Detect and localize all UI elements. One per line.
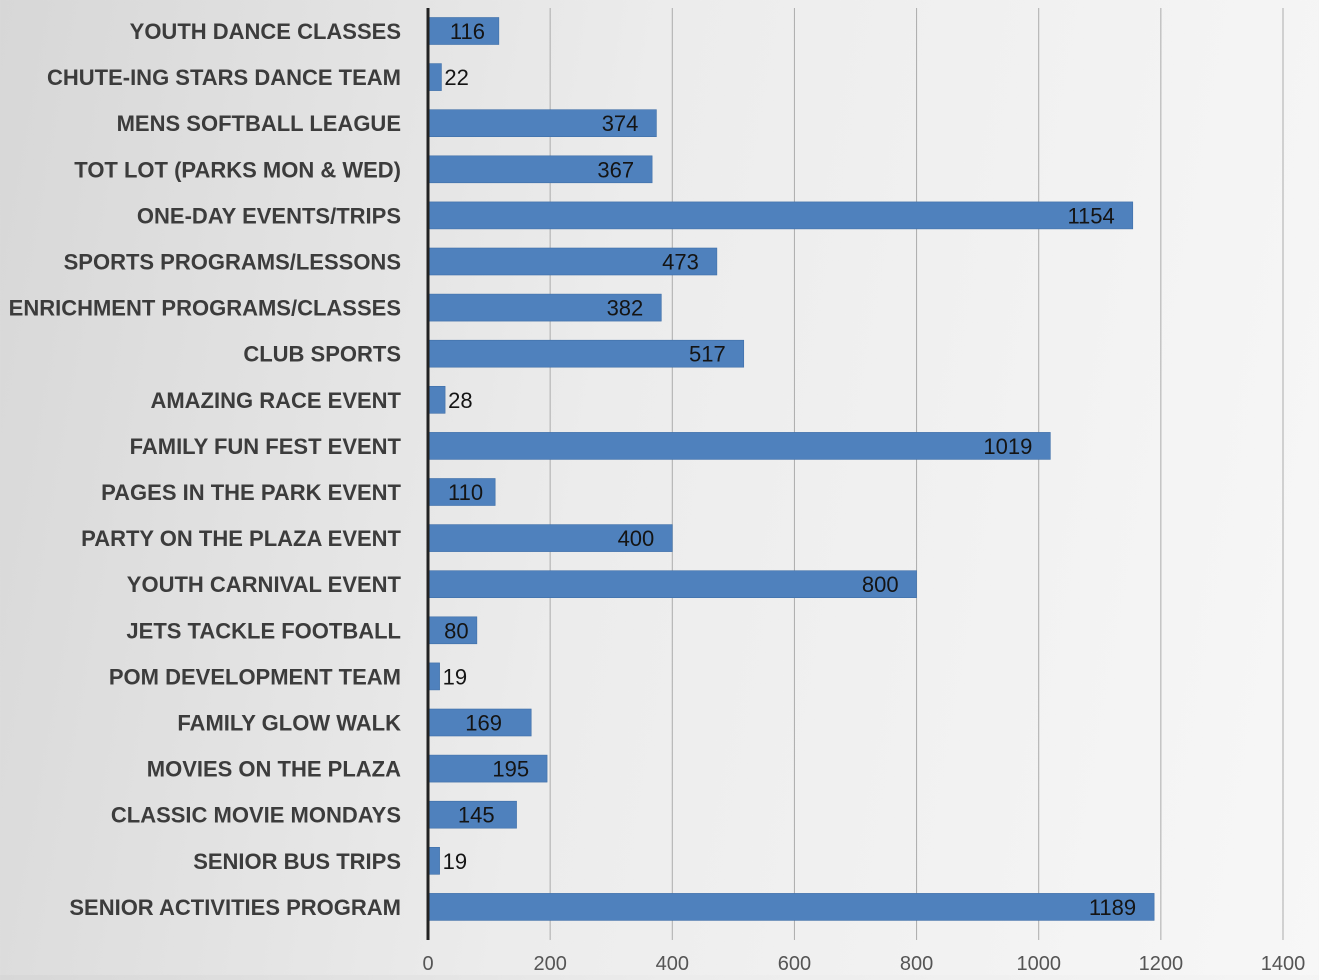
category-label: MOVIES ON THE PLAZA bbox=[147, 757, 401, 782]
category-label: POM DEVELOPMENT TEAM bbox=[109, 664, 401, 689]
x-axis-ticks: 0 200 400 600 800 1000 1200 1400 bbox=[422, 953, 1305, 975]
x-tick-label: 1200 bbox=[1139, 953, 1184, 975]
data-label: 400 bbox=[618, 526, 655, 551]
bar bbox=[427, 708, 532, 737]
bar bbox=[427, 662, 440, 691]
category-label: CLASSIC MOVIE MONDAYS bbox=[111, 803, 401, 828]
bar bbox=[427, 478, 496, 506]
bar bbox=[427, 201, 1134, 230]
data-label: 110 bbox=[448, 480, 483, 505]
category-label: AMAZING RACE EVENT bbox=[150, 388, 401, 413]
bar bbox=[427, 754, 548, 783]
data-label: 517 bbox=[689, 342, 726, 367]
data-label: 22 bbox=[444, 65, 468, 90]
category-label: ONE-DAY EVENTS/TRIPS bbox=[137, 203, 401, 228]
bar bbox=[427, 63, 442, 91]
data-label: 80 bbox=[444, 618, 468, 643]
category-label: MENS SOFTBALL LEAGUE bbox=[117, 111, 401, 136]
x-tick-label: 1000 bbox=[1016, 953, 1061, 975]
bar bbox=[427, 155, 653, 184]
x-tick-label: 1400 bbox=[1261, 953, 1306, 975]
data-label: 382 bbox=[607, 296, 644, 321]
category-label: FAMILY GLOW WALK bbox=[177, 711, 401, 736]
data-label: 367 bbox=[597, 157, 634, 182]
category-label: TOT LOT (PARKS MON & WED) bbox=[74, 157, 401, 182]
bar bbox=[427, 800, 517, 829]
gridlines bbox=[549, 8, 1284, 940]
data-label: 473 bbox=[662, 250, 699, 275]
data-label: 19 bbox=[443, 664, 467, 689]
category-label: PARTY ON THE PLAZA EVENT bbox=[81, 526, 401, 551]
data-label: 1019 bbox=[983, 434, 1032, 459]
x-tick-label: 800 bbox=[900, 953, 933, 975]
bar bbox=[427, 846, 440, 875]
bars bbox=[427, 17, 1155, 921]
bar bbox=[427, 385, 446, 414]
bar bbox=[427, 109, 657, 137]
category-label: JETS TACKLE FOOTBALL bbox=[126, 618, 401, 643]
category-label: CLUB SPORTS bbox=[243, 342, 401, 367]
data-label: 800 bbox=[862, 572, 899, 597]
bar bbox=[427, 524, 673, 552]
bar bbox=[427, 570, 917, 599]
data-label: 1154 bbox=[1067, 203, 1114, 228]
category-label: FAMILY FUN FEST EVENT bbox=[130, 434, 402, 459]
category-label: SPORTS PROGRAMS/LESSONS bbox=[64, 250, 401, 275]
category-label: YOUTH DANCE CLASSES bbox=[130, 19, 401, 44]
data-label: 169 bbox=[465, 711, 502, 736]
bar bbox=[427, 293, 662, 322]
data-label: 28 bbox=[448, 388, 472, 413]
category-label: YOUTH CARNIVAL EVENT bbox=[127, 572, 402, 597]
category-labels: YOUTH DANCE CLASSES CHUTE-ING STARS DANCE… bbox=[9, 19, 402, 920]
data-label: 195 bbox=[492, 757, 529, 782]
data-label: 374 bbox=[602, 111, 639, 136]
x-tick-label: 200 bbox=[533, 953, 566, 975]
data-label: 116 bbox=[450, 19, 485, 44]
x-tick-label: 600 bbox=[778, 953, 811, 975]
data-labels: 116 22 374 367 1154 473 382 517 28 1019 110 400 800 8… bbox=[443, 19, 1137, 920]
category-label: ENRICHMENT PROGRAMS/CLASSES bbox=[9, 296, 401, 321]
x-tick-label: 0 bbox=[422, 953, 433, 975]
data-label: 145 bbox=[458, 803, 495, 828]
category-label: SENIOR BUS TRIPS bbox=[193, 849, 401, 874]
data-label: 19 bbox=[443, 849, 467, 874]
x-tick-label: 400 bbox=[656, 953, 689, 975]
data-label: 1189 bbox=[1089, 895, 1136, 920]
bar bbox=[427, 432, 1051, 460]
category-label: CHUTE-ING STARS DANCE TEAM bbox=[47, 65, 401, 90]
bar bbox=[427, 893, 1155, 921]
category-label: SENIOR ACTIVITIES PROGRAM bbox=[69, 895, 401, 920]
bar bbox=[427, 339, 745, 368]
category-label: PAGES IN THE PARK EVENT bbox=[101, 480, 401, 505]
